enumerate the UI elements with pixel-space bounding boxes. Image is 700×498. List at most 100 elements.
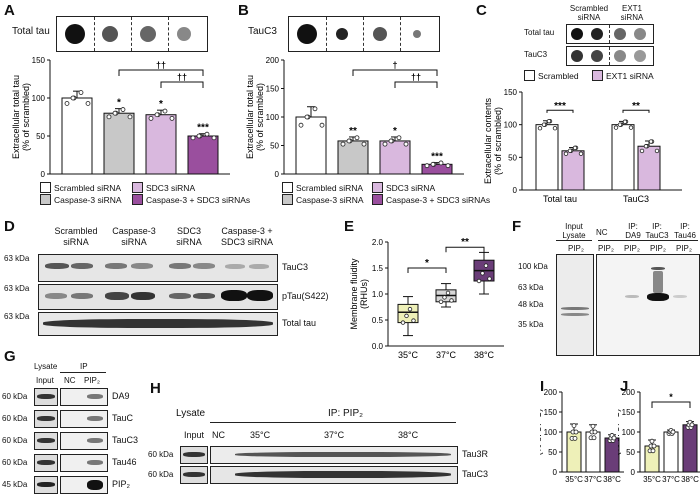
western-g-ip	[60, 476, 108, 494]
y-tick-label: 100	[32, 94, 46, 103]
y-tick-label: 150	[504, 88, 518, 97]
significance-bracket	[622, 109, 650, 113]
legend-ab-sdc3-b: SDC3 siRNA	[372, 182, 435, 193]
x-tick-label: 35°C	[643, 475, 661, 484]
data-point	[541, 122, 547, 127]
data-point	[64, 101, 70, 106]
data-point	[346, 138, 352, 144]
data-point	[591, 435, 597, 441]
blot-dot	[571, 28, 583, 40]
western-h-input-row2	[180, 466, 208, 484]
data-point	[319, 122, 325, 128]
data-point	[78, 90, 84, 95]
significance-bracket	[352, 69, 438, 76]
blot-dot	[614, 28, 626, 40]
bar	[604, 437, 620, 473]
blot-dot	[297, 24, 317, 44]
y-tick-label: 0	[553, 468, 558, 477]
significance-bracket	[394, 81, 438, 88]
data-point	[106, 114, 112, 120]
bar	[663, 431, 679, 473]
panel-label-f: F	[512, 218, 522, 235]
blot-label-a: Total tau	[12, 26, 50, 37]
bracket-label: ††	[177, 72, 187, 82]
x-tick-label: 37°C	[436, 350, 457, 360]
lane-label-pip: PIP₂	[676, 244, 692, 253]
panel-label-h: H	[150, 380, 161, 397]
header-input: Input	[36, 376, 54, 385]
header-ip-pip: IP: PIP₂	[328, 408, 364, 419]
blot-dot	[102, 26, 118, 42]
row-label-total-tau: Total tau	[524, 28, 555, 37]
x-tick-label: Total tau	[543, 194, 577, 204]
data-point	[650, 448, 656, 454]
temp-label-37: 37°C	[324, 430, 345, 440]
row-label-g: TauC	[112, 413, 134, 423]
data-point	[654, 148, 660, 154]
blot-dot	[65, 24, 85, 44]
y-tick-label: 50	[270, 142, 279, 151]
mw-label: 45 kDa	[2, 480, 28, 489]
data-point	[611, 435, 617, 441]
y-tick-label: 0	[41, 170, 46, 179]
blot-dot	[591, 28, 603, 40]
data-point	[85, 101, 91, 106]
lane-label-pip: PIP₂	[568, 244, 584, 253]
chart-a: 0 50 100 150 Extracellular total tau(% of sc…	[11, 56, 230, 179]
blot-dot	[634, 28, 646, 40]
header-nc: NC	[64, 376, 76, 385]
significance-bracket	[160, 81, 204, 88]
row-label-g: DA9	[112, 391, 130, 401]
data-point	[480, 271, 485, 276]
significance-label: *	[159, 99, 163, 110]
data-point	[651, 443, 657, 449]
legend-ab-combo-b: Caspase-3 + SDC3 siRNAs	[372, 194, 490, 205]
y-tick-label: 50	[626, 448, 635, 457]
y-tick-label: 1.5	[372, 264, 384, 273]
western-h-ip-row1	[210, 446, 458, 464]
western-g-ip	[60, 432, 108, 450]
legend-ab-combo: Caspase-3 + SDC3 siRNAs	[132, 194, 250, 205]
y-axis-label: TauC3/PIP₂ binding(% of 37°C)	[618, 393, 621, 471]
x-tick-label: 38°C	[681, 475, 699, 484]
significance-bracket	[407, 267, 447, 273]
data-point	[649, 438, 655, 444]
y-axis-label: Membrane fluidity(RHUs)	[349, 258, 369, 330]
significance-label: ***	[431, 152, 443, 163]
panel-label-c: C	[476, 2, 487, 19]
data-point	[196, 133, 202, 139]
data-point	[204, 131, 210, 137]
data-point	[617, 122, 623, 127]
y-tick-label: 100	[622, 428, 636, 437]
data-point	[382, 141, 388, 147]
western-h-ip-row2	[210, 466, 458, 484]
bar	[61, 97, 93, 175]
data-point	[298, 122, 304, 128]
group-label-scrambled: Scrambled siRNA	[54, 226, 98, 247]
significance-label: ***	[197, 123, 209, 134]
chart-b: 0 50 100 150 200 Extracellular total tau(% of…	[245, 56, 464, 179]
row-label-d-tauc3: TauC3	[282, 262, 309, 272]
legend-ab-caspase-b: Caspase-3 siRNA	[282, 194, 364, 205]
bracket-label: **	[461, 237, 469, 248]
row-label-h-tau3r: Tau3R	[462, 449, 489, 459]
column-label-scrambled: Scrambled siRNA	[569, 4, 609, 22]
western-g-ip	[60, 410, 108, 428]
dot-blot-c-tauc3	[566, 46, 654, 66]
data-point	[567, 148, 573, 153]
x-tick-label: 37°C	[662, 475, 680, 484]
data-point	[622, 119, 628, 124]
blot-dot	[140, 26, 156, 42]
western-g-input	[34, 388, 58, 406]
data-point	[670, 429, 676, 435]
data-point	[537, 125, 543, 131]
bracket-label: *	[425, 258, 429, 269]
bar	[561, 150, 585, 191]
significance-label: **	[349, 126, 357, 137]
data-point	[400, 320, 406, 325]
blot-dot	[177, 27, 191, 41]
western-d-tauc3	[38, 254, 278, 282]
data-point	[445, 163, 451, 169]
western-g-input	[34, 476, 58, 494]
data-point	[552, 125, 558, 131]
